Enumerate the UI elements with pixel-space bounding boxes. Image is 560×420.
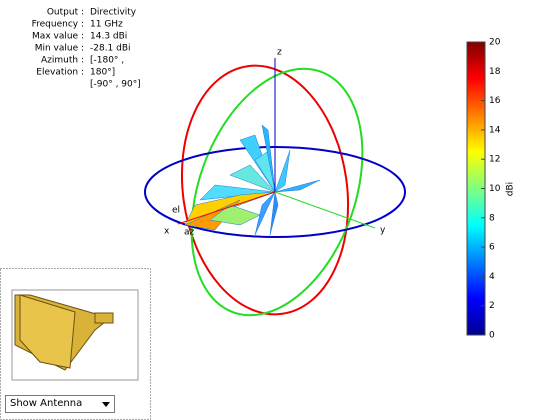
info-label: Max value : [32, 32, 84, 42]
tick-label: 14 [489, 125, 501, 135]
tick-label: 8 [489, 213, 495, 223]
axis-label: el [172, 206, 180, 216]
info-block: Output : Frequency : Max value : Min value … [32, 8, 141, 90]
info-label: Frequency : [32, 20, 84, 30]
colorbar-ticks: 0 2 4 6 8 10 12 14 16 18 20 [481, 38, 501, 341]
info-value: -28.1 dBi [90, 44, 131, 54]
colorbar-label: dBi [506, 182, 516, 196]
antenna-inset [0, 268, 151, 420]
tick-label: 10 [489, 184, 501, 194]
axis-label: x [164, 227, 170, 237]
info-value: Directivity [90, 8, 137, 18]
elevation-circle [180, 64, 350, 316]
axis-label: z [277, 48, 282, 58]
info-value: [-90° , 90°] [90, 80, 141, 90]
tick-label: 2 [489, 301, 495, 311]
tick-label: 12 [489, 155, 500, 165]
info-label: Elevation : [36, 68, 84, 78]
tick-label: 16 [489, 96, 501, 106]
tick-label: 20 [489, 38, 501, 48]
tick-label: 0 [489, 331, 495, 341]
tick-label: 18 [489, 67, 501, 77]
info-value: 180°] [90, 68, 115, 78]
axis-label: y [380, 226, 386, 236]
dropdown[interactable]: Show Antenna [5, 395, 115, 413]
tick-label: 6 [489, 243, 495, 253]
info-label: Azimuth : [41, 56, 84, 66]
axis-label: az [184, 228, 195, 238]
info-value: 11 GHz [90, 20, 123, 30]
tick-label: 4 [489, 272, 495, 282]
info-value: [-180° , [90, 56, 124, 66]
info-value: 14.3 dBi [90, 32, 127, 42]
pattern-surface [184, 124, 321, 236]
info-label: Min value : [35, 44, 84, 54]
info-label: Output : [47, 8, 84, 18]
axes [177, 58, 376, 229]
